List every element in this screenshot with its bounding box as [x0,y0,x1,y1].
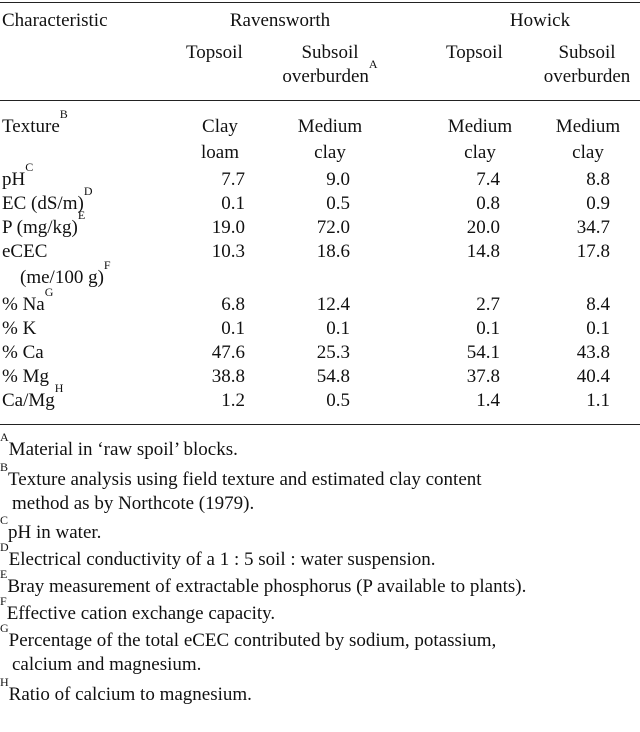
row-label: pHC [2,160,34,190]
row-label: EC (dS/m)D [2,184,93,214]
header-topsoil-ravensworth: Topsoil [186,42,243,63]
cell-ravensworth-subsoil: 25.3 [316,342,350,363]
cell-howick-topsoil: Medium [447,116,513,137]
cell-howick-topsoil: 0.8 [476,193,500,214]
header-howick: Howick [509,10,571,31]
cell-ravensworth-subsoil: 0.5 [326,390,350,411]
row-label-line2: (me/100 g)F [20,258,111,288]
header-ravensworth: Ravensworth [229,10,331,31]
cell-ravensworth-subsoil: 0.5 [326,193,350,214]
cell-ravensworth-subsoil: Medium [297,116,363,137]
cell-howick-subsoil: 17.8 [576,241,610,262]
row-label: Ca/MgH [2,381,64,411]
row-label: % Ca [2,342,44,363]
cell-howick-subsoil: 1.1 [586,390,610,411]
footnote: CpH in water. [0,513,102,543]
cell-howick-topsoil: 14.8 [466,241,500,262]
cell-ravensworth-topsoil: 1.2 [221,390,245,411]
cell-ravensworth-subsoil: 0.1 [326,318,350,339]
cell-ravensworth-subsoil-line2: clay [314,142,346,163]
cell-howick-topsoil-line2: clay [464,142,496,163]
cell-howick-topsoil: 2.7 [476,294,500,315]
header-subsoil-howick: Subsoil [558,42,616,63]
row-label: % NaG [2,285,54,315]
cell-howick-topsoil: 20.0 [466,217,500,238]
footnote: FEffective cation exchange capacity. [0,594,276,624]
bottom-rule [0,424,640,425]
cell-howick-subsoil: 8.4 [586,294,610,315]
cell-howick-subsoil: 43.8 [576,342,610,363]
cell-howick-subsoil: 0.1 [586,318,610,339]
row-label: % K [2,318,37,339]
cell-ravensworth-subsoil: 72.0 [316,217,350,238]
row-label: % Mg [2,366,49,387]
cell-howick-subsoil: 0.9 [586,193,610,214]
cell-ravensworth-topsoil: 19.0 [211,217,245,238]
footnote: EBray measurement of extractable phospho… [0,567,527,597]
cell-howick-subsoil: 8.8 [586,169,610,190]
row-label: P (mg/kg)E [2,208,86,238]
cell-ravensworth-topsoil: Clay [202,116,238,137]
cell-howick-subsoil-line2: clay [572,142,604,163]
cell-howick-subsoil: 34.7 [576,217,610,238]
cell-howick-subsoil: 40.4 [576,366,610,387]
footnote: DElectrical conductivity of a 1 : 5 soil… [0,540,436,570]
header-overburden-ravensworth: overburdenA [282,57,378,87]
header-characteristic: Characteristic [2,10,108,31]
cell-ravensworth-topsoil: 38.8 [211,366,245,387]
cell-ravensworth-subsoil: 18.6 [316,241,350,262]
footnote: AMaterial in ‘raw spoil’ blocks. [0,430,238,460]
row-label: eCEC [2,241,48,262]
cell-ravensworth-topsoil: 0.1 [221,193,245,214]
cell-ravensworth-topsoil: 6.8 [221,294,245,315]
footnote: GPercentage of the total eCEC contribute… [0,621,497,675]
row-label: TextureB [2,107,68,137]
cell-howick-subsoil: Medium [555,116,621,137]
header-rule [0,100,640,101]
cell-howick-topsoil: 7.4 [476,169,500,190]
cell-ravensworth-topsoil: 7.7 [221,169,245,190]
cell-ravensworth-subsoil: 54.8 [316,366,350,387]
cell-ravensworth-topsoil-line2: loam [201,142,239,163]
header-subsoil-ravensworth: Subsoil [301,42,359,63]
cell-ravensworth-subsoil: 9.0 [326,169,350,190]
cell-ravensworth-topsoil: 10.3 [211,241,245,262]
footnote: HRatio of calcium to magnesium. [0,675,252,705]
cell-ravensworth-topsoil: 0.1 [221,318,245,339]
cell-ravensworth-subsoil: 12.4 [316,294,350,315]
header-topsoil-howick: Topsoil [446,42,503,63]
top-rule [0,2,640,3]
cell-howick-topsoil: 54.1 [466,342,500,363]
cell-howick-topsoil: 1.4 [476,390,500,411]
footnote: BTexture analysis using field texture an… [0,460,482,514]
header-overburden-howick: overburden [543,66,631,87]
cell-howick-topsoil: 37.8 [466,366,500,387]
cell-ravensworth-topsoil: 47.6 [211,342,245,363]
cell-howick-topsoil: 0.1 [476,318,500,339]
